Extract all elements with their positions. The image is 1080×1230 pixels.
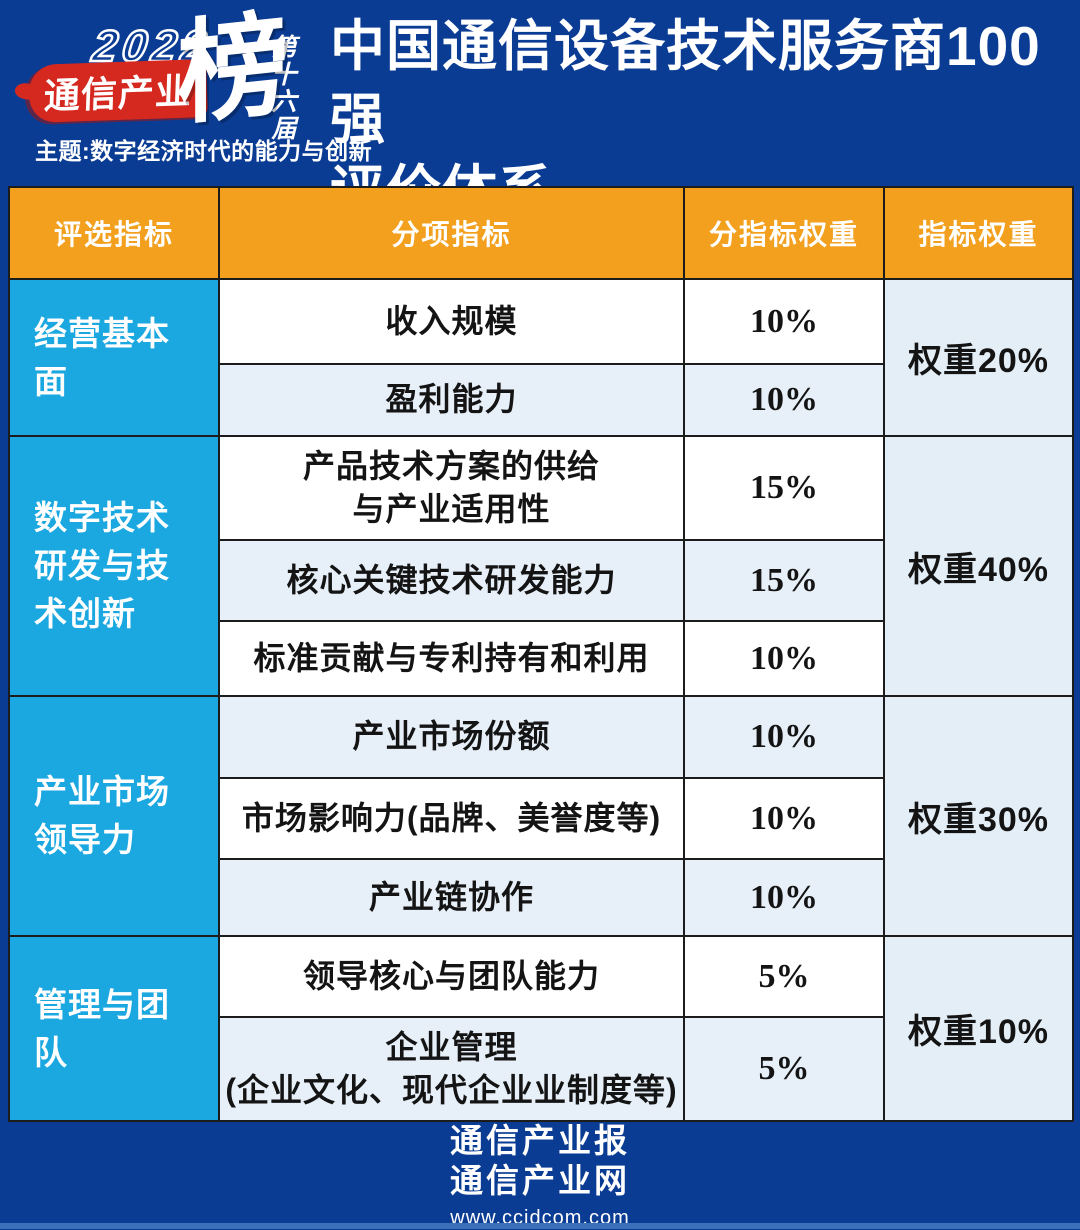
logo-edition-text: 第十六届	[268, 34, 296, 142]
table-row: 管理与团队 领导核心与团队能力 5% 权重10%	[8, 935, 1074, 1122]
category-cell-management-team: 管理与团队	[8, 935, 220, 1122]
group-weight-cell: 权重20%	[883, 278, 1074, 437]
category-cell-business-fundamentals: 经营基本面	[8, 278, 220, 437]
indicator-cell: 核心关键技术研发能力	[218, 539, 685, 622]
logo-rank-character: 榜	[177, 0, 289, 139]
sub-weight-cell: 15%	[683, 435, 885, 541]
indicator-cell: 企业管理 (企业文化、现代企业业制度等)	[218, 1016, 685, 1122]
table-row: 企业管理 (企业文化、现代企业业制度等) 5%	[9, 1016, 1073, 1122]
footer-publication-name: 通信产业报	[450, 1121, 630, 1159]
group-weight-cell: 权重30%	[883, 695, 1074, 937]
footer-website-name: 通信产业网	[450, 1162, 630, 1199]
sub-weight-cell: 10%	[683, 695, 885, 779]
sub-weight-cell: 10%	[683, 777, 885, 860]
indicator-cell: 产业市场份额	[218, 695, 685, 779]
table-row: 标准贡献与专利持有和利用 10%	[9, 620, 1073, 697]
column-header-selection-indicator: 评选指标	[8, 186, 220, 280]
evaluation-table: 评选指标 分项指标 分指标权重 指标权重 经营基本面 收入规模 10% 权重20…	[8, 186, 1074, 1122]
logo-brand-text: 通信产业	[43, 70, 193, 117]
group-weight-cell: 权重40%	[883, 435, 1074, 697]
column-header-indicator-weight: 指标权重	[883, 186, 1074, 280]
bottom-accent-strip	[0, 1223, 1080, 1229]
table-row: 经营基本面 收入规模 10% 权重20%	[8, 278, 1074, 437]
table-row: 盈利能力 10%	[9, 363, 1073, 437]
sub-weight-cell: 10%	[683, 858, 885, 937]
table-row: 产业链协作 10%	[9, 858, 1073, 937]
table-header-row: 评选指标 分项指标 分指标权重 指标权重	[8, 186, 1074, 280]
indicator-cell: 领导核心与团队能力	[218, 935, 685, 1018]
category-cell-digital-tech-innovation: 数字技术研发与技术创新	[8, 435, 220, 697]
table-row: 数字技术研发与技术创新 产品技术方案的供给 与产业适用性 15% 权重40%	[8, 435, 1074, 697]
group-weight-cell: 权重10%	[883, 935, 1074, 1122]
sub-weight-cell: 15%	[683, 539, 885, 622]
column-header-sub-indicator: 分项指标	[218, 186, 685, 280]
indicator-cell: 产业链协作	[218, 858, 685, 937]
sub-weight-cell: 5%	[683, 1016, 885, 1122]
indicator-cell: 标准贡献与专利持有和利用	[218, 620, 685, 697]
indicator-cell: 盈利能力	[218, 363, 685, 437]
logo-theme-text: 主题:数字经济时代的能力与创新	[35, 138, 373, 164]
table-row: 核心关键技术研发能力 15%	[9, 539, 1073, 622]
sub-weight-cell: 5%	[683, 935, 885, 1018]
sub-weight-cell: 10%	[683, 363, 885, 437]
category-cell-market-leadership: 产业市场领导力	[8, 695, 220, 937]
indicator-cell: 收入规模	[218, 278, 685, 365]
table-row: 市场影响力(品牌、美誉度等) 10%	[9, 777, 1073, 860]
sub-weight-cell: 10%	[683, 278, 885, 365]
indicator-cell: 产品技术方案的供给 与产业适用性	[218, 435, 685, 541]
table-row: 产业市场领导力 产业市场份额 10% 权重30%	[8, 695, 1074, 937]
brand-logo: 2022 通信产业 榜 第十六届 主题:数字经济时代的能力与创新	[25, 0, 372, 178]
footer: 通信产业报 通信产业网 www.ccidcom.com	[0, 1122, 1080, 1229]
sub-weight-cell: 10%	[683, 620, 885, 697]
indicator-cell: 市场影响力(品牌、美誉度等)	[218, 777, 685, 860]
column-header-sub-indicator-weight: 分指标权重	[683, 186, 885, 280]
banner: 2022 通信产业 榜 第十六届 主题:数字经济时代的能力与创新 中国通信设备技…	[0, 0, 1080, 222]
